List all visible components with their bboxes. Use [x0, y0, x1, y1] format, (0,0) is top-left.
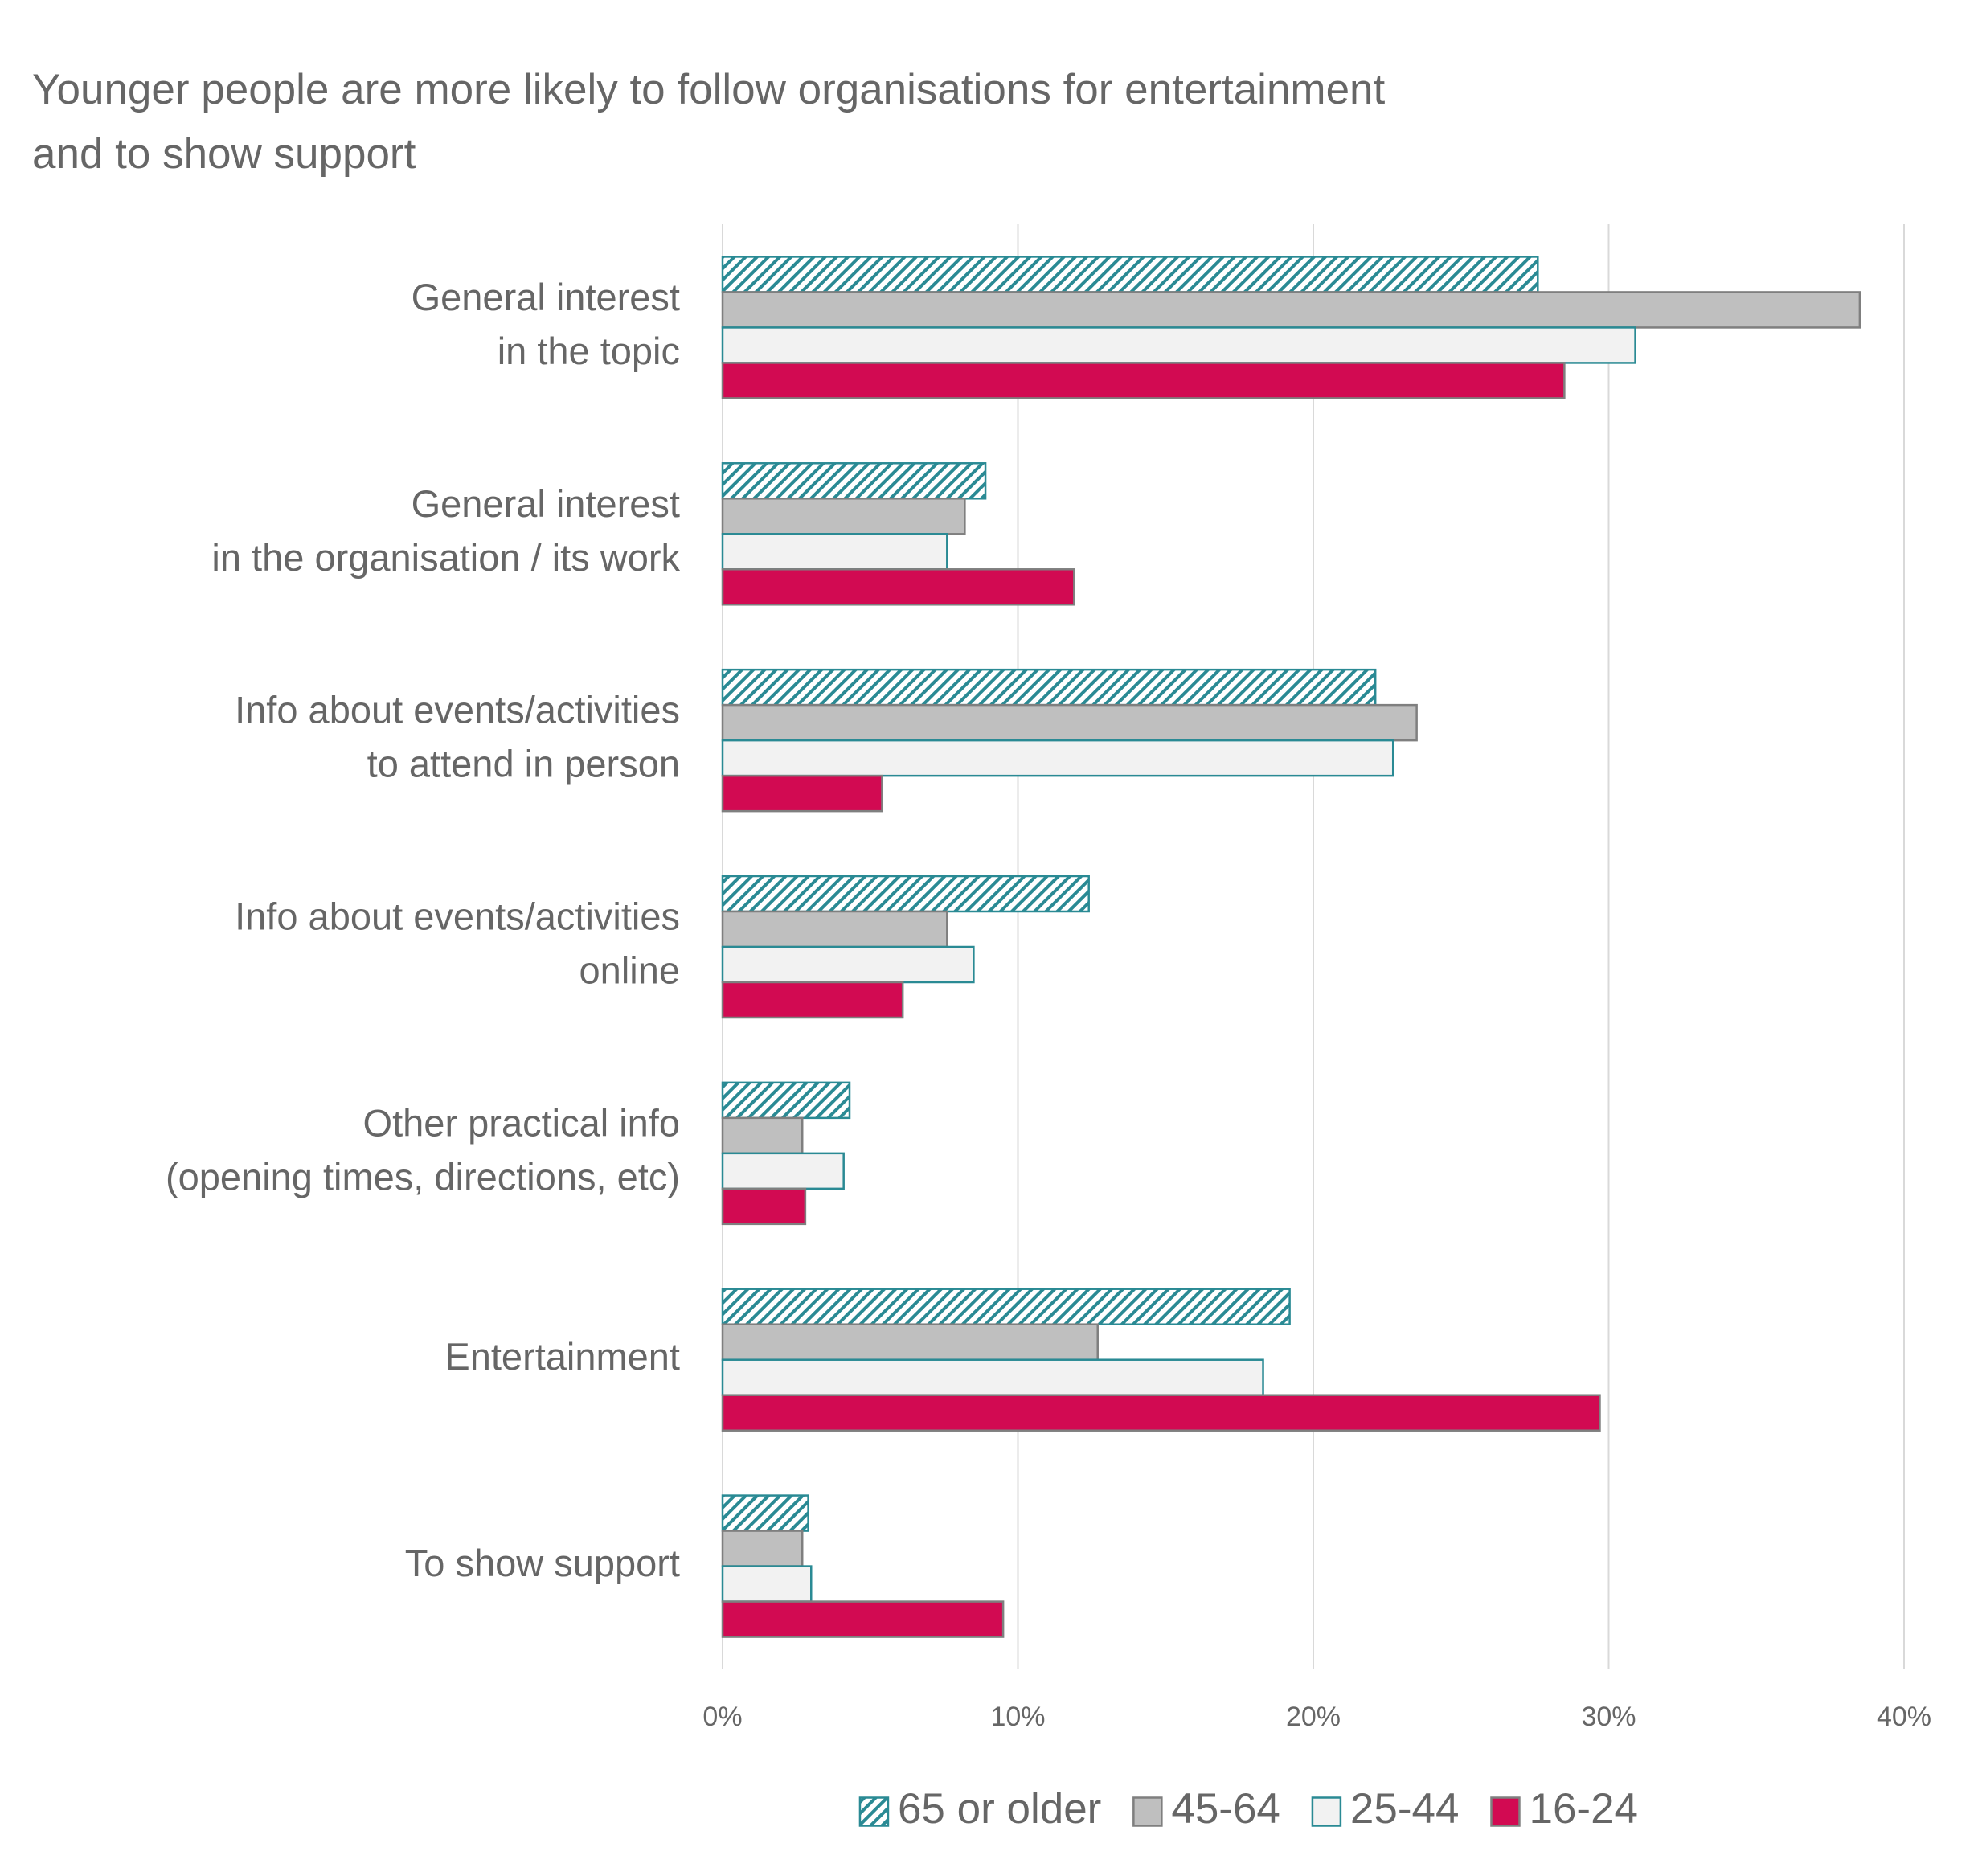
legend-swatch — [858, 1796, 890, 1827]
bar — [721, 1323, 1099, 1361]
bar — [721, 981, 904, 1019]
y-tick-label: Info about events/activities to attend in… — [235, 689, 680, 785]
x-tick-label: 0% — [702, 1702, 742, 1732]
legend-label: 45-64 — [1171, 1785, 1280, 1833]
bar — [721, 1494, 809, 1532]
bar — [721, 875, 1090, 913]
legend-label: 16-24 — [1529, 1785, 1638, 1833]
bar — [721, 1116, 804, 1155]
bar — [721, 256, 1539, 293]
y-tick-label: General interest in the topic — [412, 276, 680, 372]
bar — [721, 910, 948, 948]
bar — [721, 1358, 1264, 1396]
bar — [721, 568, 1075, 606]
bar — [721, 774, 883, 813]
bar — [721, 1565, 813, 1603]
bar — [721, 1600, 1005, 1638]
y-tick-label: Other practical info (opening times, dire… — [166, 1102, 680, 1198]
bar — [721, 462, 987, 500]
bar — [721, 1081, 851, 1120]
legend-swatch — [1132, 1796, 1163, 1827]
bar — [721, 291, 1861, 329]
x-tick-label: 20% — [1286, 1702, 1341, 1732]
y-tick-label: Entertainment — [444, 1335, 680, 1378]
legend-label: 65 or older — [898, 1785, 1101, 1833]
bar — [721, 668, 1377, 707]
bar — [721, 1187, 807, 1226]
bar — [721, 1152, 845, 1190]
legend-label: 25-44 — [1350, 1785, 1460, 1833]
bar — [721, 326, 1636, 364]
bar — [721, 739, 1394, 777]
bar — [721, 498, 966, 535]
x-tick-label: 40% — [1877, 1702, 1931, 1732]
legend-swatch — [1311, 1796, 1342, 1827]
y-tick-label: To show support — [405, 1542, 680, 1584]
bar — [721, 703, 1418, 742]
bar — [721, 1394, 1601, 1432]
x-tick-label: 30% — [1581, 1702, 1636, 1732]
chart-title: Younger people are more likely to follow… — [32, 66, 1386, 178]
bar — [721, 533, 948, 571]
legend-swatch — [1490, 1796, 1521, 1827]
y-tick-label: Info about events/activities online — [235, 895, 680, 992]
bar — [721, 362, 1566, 399]
bar — [721, 1288, 1291, 1325]
x-tick-label: 10% — [990, 1702, 1045, 1732]
bar — [721, 945, 975, 984]
y-tick-label: General interest in the organisation / it… — [211, 482, 680, 579]
bar — [721, 1530, 804, 1567]
